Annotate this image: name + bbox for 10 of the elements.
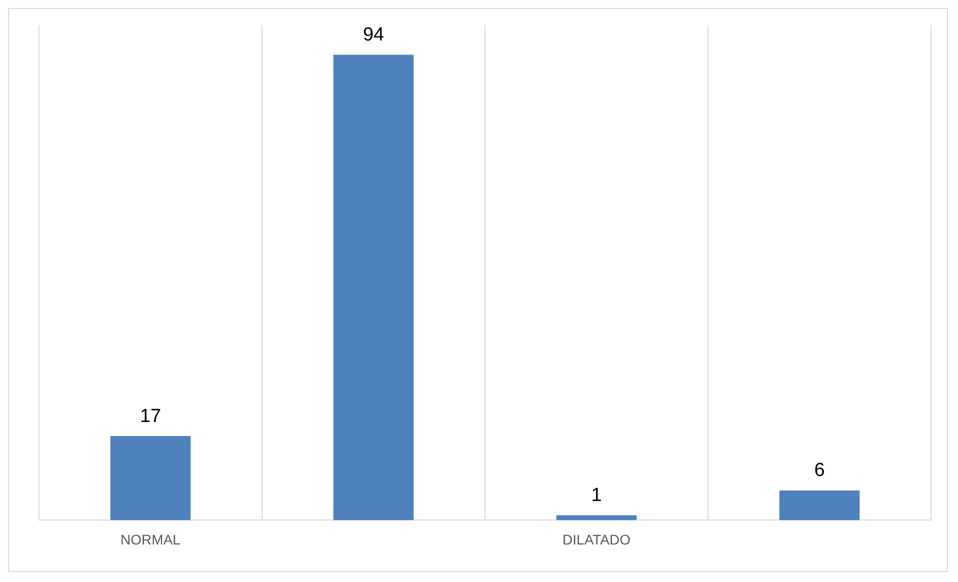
bar [110,436,191,520]
data-label: 94 [362,24,384,46]
x-tick-label: DILATADO [562,531,631,548]
bar [333,54,414,520]
x-tick-label: NORMAL [120,531,181,548]
data-label: 17 [140,406,162,427]
bar [779,490,860,520]
data-label: 6 [814,460,825,482]
data-label: 1 [591,484,602,506]
bar [556,515,637,520]
